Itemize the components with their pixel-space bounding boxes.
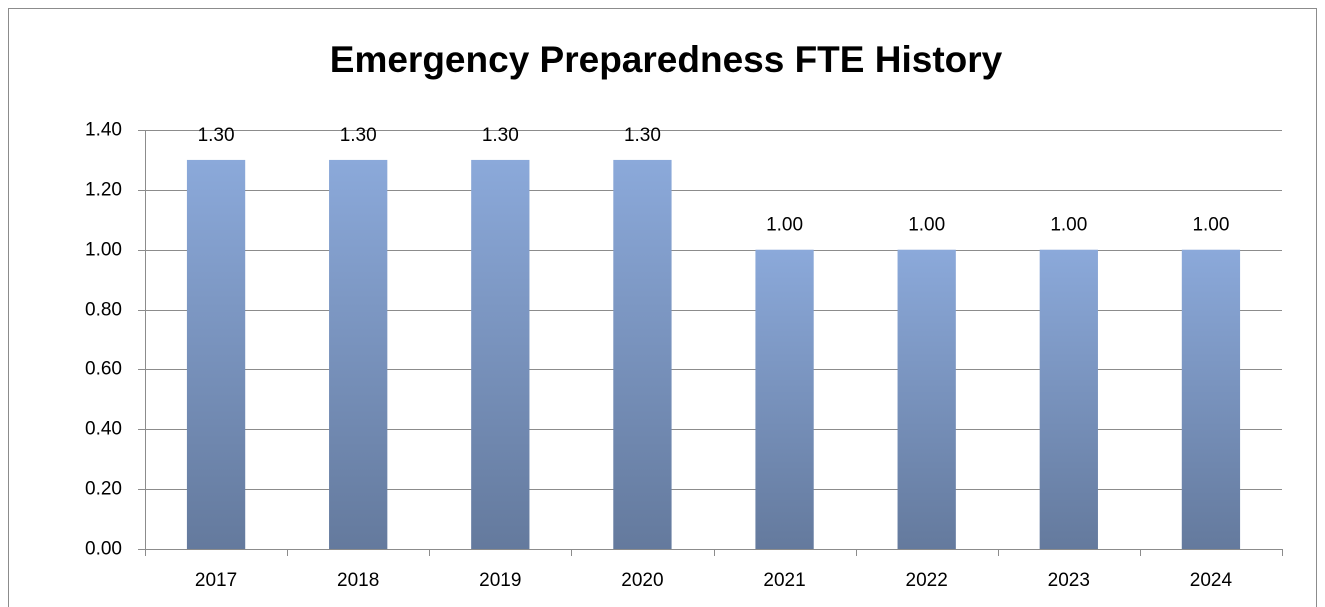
x-tick-label: 2023 [1048,570,1090,591]
chart-title: Emergency Preparedness FTE History [330,39,1003,80]
x-tick-label: 2024 [1190,570,1233,591]
x-tick-label: 2019 [479,570,521,591]
y-tick-label: 1.00 [85,240,122,261]
value-label: 1.00 [1050,215,1087,236]
x-tick-label: 2021 [763,570,805,591]
bar-shade [755,249,814,549]
value-label: 1.00 [908,215,945,236]
bar-shade [329,159,388,549]
x-tick-label: 2018 [337,570,379,591]
x-tick-label: 2017 [195,570,237,591]
bar-shade [186,159,246,549]
y-tick-label: 0.00 [85,539,122,560]
bar-shade [897,249,956,549]
value-label: 1.30 [624,125,661,146]
y-tick-label: 0.40 [85,419,122,440]
y-tick-label: 1.20 [85,180,122,201]
x-tick-label: 2022 [906,570,948,591]
y-tick-label: 0.80 [85,300,122,321]
y-tick-label: 1.40 [85,120,122,141]
bar-shade [613,159,672,549]
bar-shade [1181,249,1241,549]
bar-shade [1039,249,1098,549]
x-tick-label: 2020 [621,570,663,591]
value-label: 1.00 [766,215,803,236]
value-label: 1.00 [1192,215,1229,236]
y-tick-label: 0.20 [85,479,122,500]
value-label: 1.30 [482,125,519,146]
y-tick-label: 0.60 [85,359,122,380]
bar-shade [471,159,530,549]
value-label: 1.30 [198,125,235,146]
value-label: 1.30 [340,125,377,146]
